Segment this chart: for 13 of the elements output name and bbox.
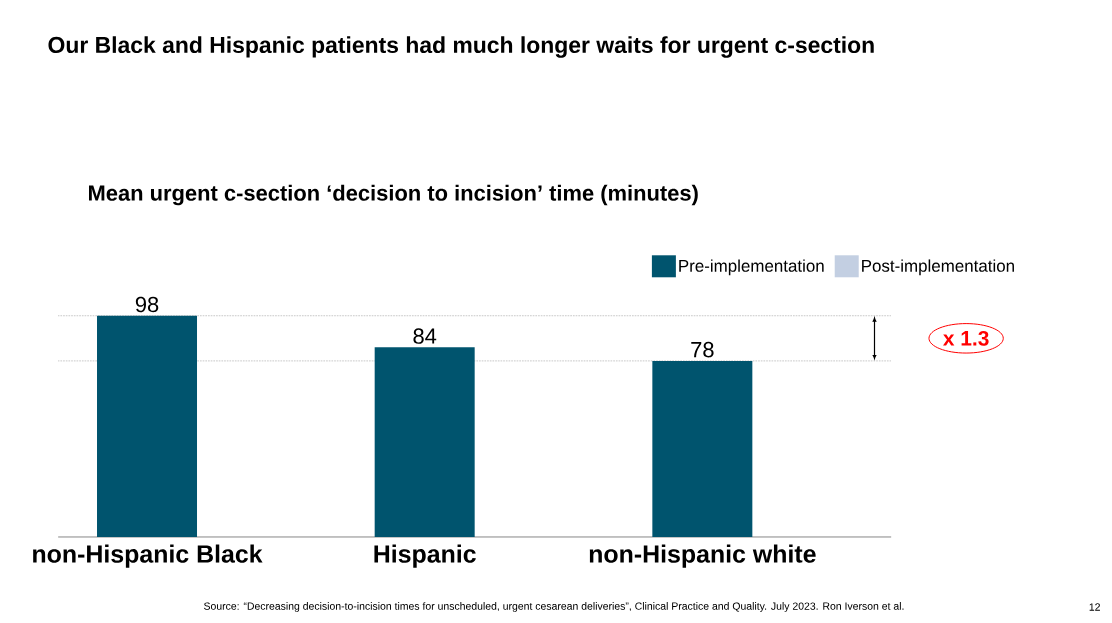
x-tick-label: Hispanic (374, 544, 476, 568)
x-tick-label: non-Hispanic white (589, 544, 816, 568)
data-label: 98 (135, 296, 159, 313)
text: 12 (1089, 603, 1100, 611)
text: x 1.3 (943, 330, 989, 346)
chart-subtitle: Mean urgent c-section ‘decision to incision’ time (minutes) (89, 184, 698, 206)
x-tick-label: non-Hispanic Black (33, 544, 263, 568)
data-label: 78 (691, 341, 714, 358)
data-label: 84 (413, 328, 437, 344)
chart-title: Our Black and Hispanic patients had much longer waits for urgent c-section (48, 36, 874, 58)
legend-label: Pre-implementation (679, 259, 824, 276)
legend-label: Post-implementation (862, 259, 1014, 276)
source-note: Source: “Decreasing decision-to-incision times for unscheduled, urgent cesarean deliveries”, Clinical Practice and Quality. July 2023. Ron Iverson et al. (204, 602, 904, 612)
